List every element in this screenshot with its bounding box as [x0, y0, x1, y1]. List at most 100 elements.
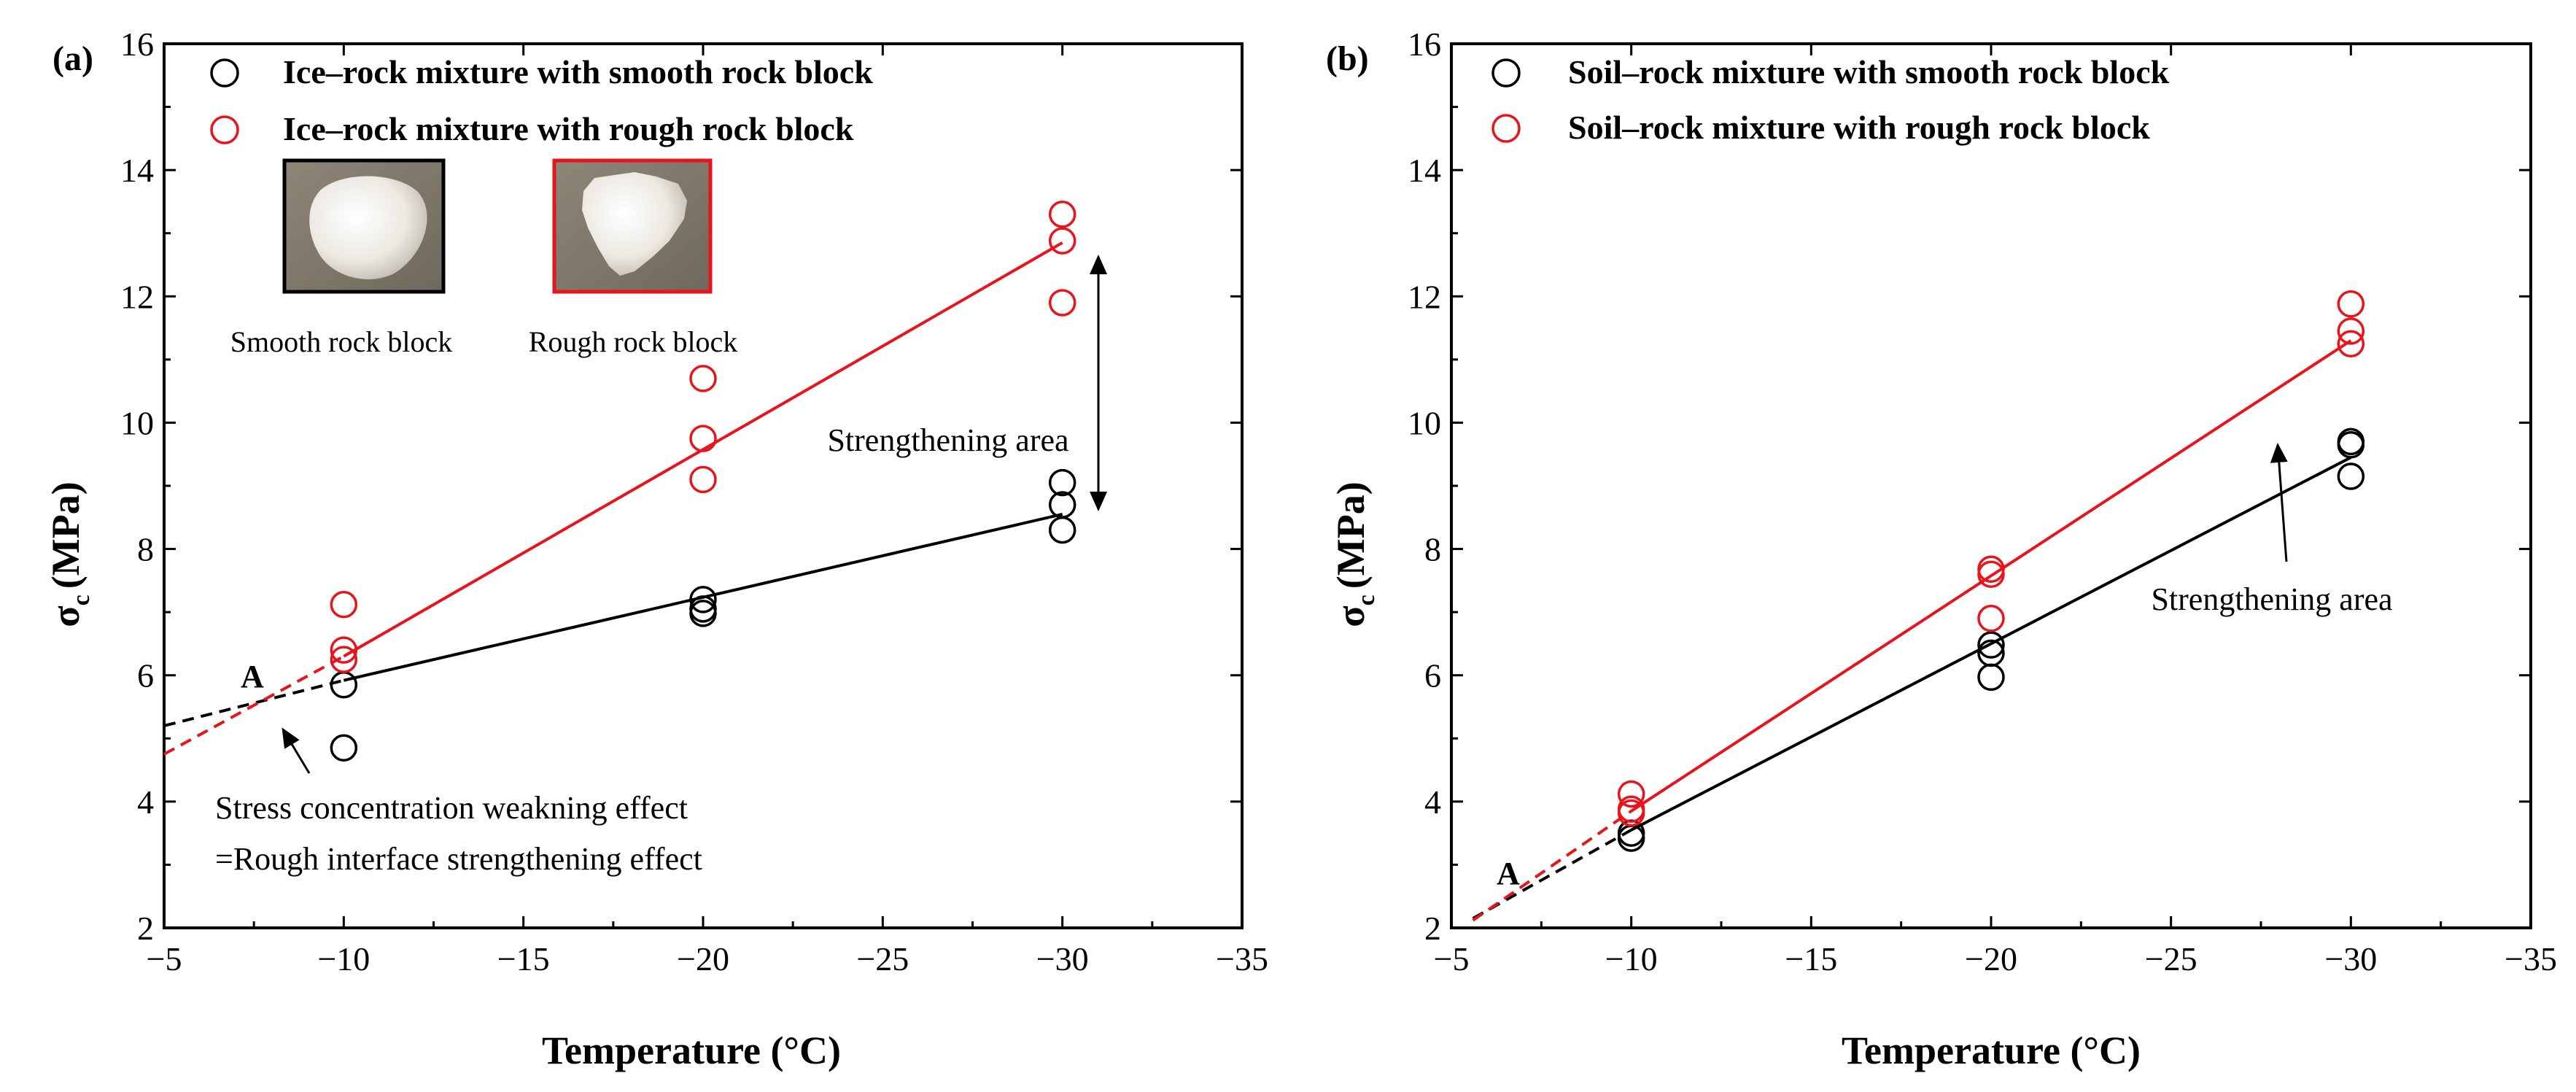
series-0-extrapolation: [163, 678, 344, 727]
panel-a: (a) 2 4 6 8 10 12 14 16 −5 −10 −15 −20 −25 −30 −35 Te…: [44, 26, 1268, 1072]
panel-b-y-axis: 2 4 6 8 10 12 14 16: [1408, 26, 2531, 947]
smooth-rock-caption: Smooth rock block: [230, 325, 452, 358]
y-tick-label: 10: [120, 404, 154, 441]
y-tick-label: 16: [120, 26, 154, 63]
x-tick-label: −25: [856, 940, 909, 977]
series-0-point: [1048, 468, 1076, 497]
x-tick-label: −25: [2145, 940, 2197, 977]
series-1-point: [1048, 227, 1076, 255]
x-tick-label: −10: [1605, 940, 1658, 977]
panel-b-frame: [1450, 42, 2532, 929]
y-tick-label: 14: [1408, 152, 1441, 189]
x-tick-label: −30: [2324, 940, 2377, 977]
y-tick-label: 12: [120, 278, 154, 315]
x-tick-label: −15: [497, 940, 550, 977]
series-0-point: [2337, 430, 2365, 459]
y-tick-label: 8: [1424, 531, 1441, 568]
x-tick-label: −15: [1785, 940, 1837, 977]
series-0-point: [2337, 462, 2365, 490]
panel-b-x-axis: −5 −10 −15 −20 −25 −30 −35: [1434, 44, 2557, 977]
y-tick-label: 8: [137, 531, 154, 568]
series-1-extrapolation: [163, 654, 345, 756]
panel-a-fit-lines: [163, 241, 1063, 756]
panel-b-point-A-label: A: [1497, 856, 1520, 891]
panel-a-x-axis-title: Temperature (°C): [542, 1029, 841, 1072]
y-tick-label: 10: [1408, 404, 1441, 441]
y-tick-label: 4: [137, 783, 154, 821]
series-0-point: [1048, 516, 1076, 544]
series-0-point: [1977, 663, 2005, 692]
y-tick-label: 2: [137, 910, 154, 947]
panel-a-weakening-line2: =Rough interface strengthening effect: [215, 841, 702, 877]
x-tick-label: −30: [1036, 940, 1089, 977]
legend-rough-label: Ice–rock mixture with rough rock block: [283, 110, 854, 147]
panel-a-legend: Ice–rock mixture with smooth rock block …: [210, 53, 873, 147]
panel-b-legend: Soil–rock mixture with smooth rock block…: [1491, 53, 2170, 146]
y-tick-label: 4: [1424, 783, 1441, 821]
x-tick-label: −10: [317, 940, 370, 977]
x-tick-label: −20: [677, 940, 729, 977]
series-0-fit-line: [1630, 456, 2352, 832]
y-tick-label: 2: [1424, 910, 1441, 947]
series-1-point: [689, 425, 717, 452]
series-1-point: [1617, 799, 1645, 827]
series-1-extrapolation: [1472, 810, 1632, 922]
legend-smooth-label: Ice–rock mixture with smooth rock block: [283, 53, 873, 90]
panel-a-points: [330, 200, 1076, 762]
panel-a-strengthening-label: Strengthening area: [827, 422, 1068, 458]
series-1-fit-line: [1630, 339, 2352, 813]
series-1-point: [1048, 289, 1076, 317]
series-1-fit-line: [343, 241, 1063, 658]
panel-b-points: [1617, 290, 2365, 852]
panel-b-strengthening-label: Strengthening area: [2151, 581, 2392, 617]
series-0-point: [330, 734, 358, 762]
panel-a-plot-area: [163, 42, 1244, 929]
panel-b-label: (b): [1326, 39, 1369, 78]
panel-a-label: (a): [53, 39, 93, 78]
panel-a-weakening-line1: Stress concentration weakning effect: [215, 790, 688, 826]
series-0-point: [330, 670, 358, 699]
y-tick-label: 14: [120, 152, 154, 189]
y-tick-label: 6: [1424, 657, 1441, 694]
panel-a-y-axis: 2 4 6 8 10 12 14 16: [120, 26, 1242, 947]
legend-smooth-marker: [210, 58, 239, 88]
series-1-point: [330, 646, 358, 673]
series-1-point: [1977, 560, 2005, 588]
x-tick-label: −5: [1434, 940, 1470, 977]
series-0-point: [689, 586, 717, 613]
panel-b-strengthening-arrow: [2270, 443, 2288, 562]
series-1-point: [1977, 605, 2005, 632]
series-0-point: [689, 600, 717, 627]
panel-a-y-axis-title: σc(MPa): [44, 481, 95, 627]
panel-a-frame: [163, 42, 1244, 929]
legend-rough-marker: [210, 115, 239, 144]
series-1-point: [330, 636, 358, 664]
series-1-point: [1617, 780, 1645, 808]
series-1-point: [2337, 290, 2365, 318]
x-tick-label: −5: [147, 940, 182, 977]
x-tick-label: −35: [2505, 940, 2557, 977]
legend-b-smooth-marker: [1491, 58, 1521, 88]
smooth-rock-photo: [282, 158, 446, 294]
panel-b-fit-lines: [1472, 339, 2352, 922]
series-1-point: [689, 465, 717, 494]
panel-a-point-A-label: A: [241, 659, 264, 694]
panel-a-weakening-arrow: [282, 727, 311, 774]
series-0-point: [1977, 631, 2005, 659]
panel-b-plot-area: [1450, 42, 2532, 929]
y-tick-label: 6: [137, 657, 154, 694]
panel-b: (b) 2 4 6 8 10 12 14 16 −5 −10 −15 −20 −25 −30 −35 Te…: [1326, 26, 2557, 1072]
series-1-point: [1048, 200, 1076, 228]
x-tick-label: −20: [1965, 940, 2017, 977]
panel-b-x-axis-title: Temperature (°C): [1842, 1029, 2141, 1072]
rough-rock-photo: [552, 158, 713, 294]
series-0-extrapolation: [1472, 829, 1632, 920]
legend-b-rough-label: Soil–rock mixture with rough rock block: [1568, 109, 2150, 146]
series-1-point: [330, 591, 358, 619]
series-1-point: [689, 365, 717, 392]
legend-b-rough-marker: [1491, 114, 1521, 143]
panel-a-x-axis: −5 −10 −15 −20 −25 −30 −35: [147, 44, 1268, 977]
y-tick-label: 12: [1408, 278, 1441, 315]
